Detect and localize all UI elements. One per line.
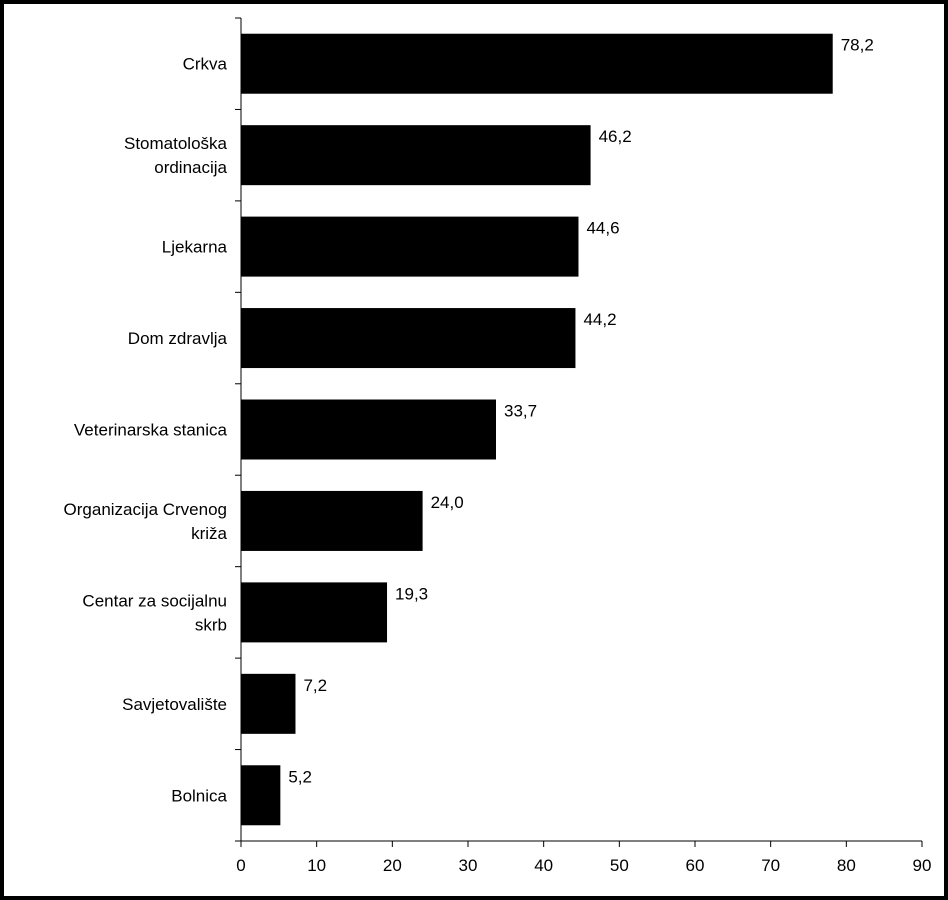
x-tick-label: 70 xyxy=(761,856,780,875)
category-label-line: Dom zdravlja xyxy=(128,329,228,348)
x-tick-label: 90 xyxy=(913,856,932,875)
category-label-line: Centar za socijalnu xyxy=(82,591,227,610)
category-label-line: skrb xyxy=(195,615,227,634)
x-tick-label: 10 xyxy=(307,856,326,875)
category-label: Ljekarna xyxy=(162,238,228,257)
data-label: 24,0 xyxy=(431,493,464,512)
x-tick-label: 50 xyxy=(610,856,629,875)
category-label-line: križa xyxy=(191,524,227,543)
category-label: Stomatološka ordinacija xyxy=(124,134,228,177)
labels: 0 10 20 30 40 50 60 70 80 90 78,2 Crkva 46,2 Stomatol… xyxy=(64,36,932,875)
bar xyxy=(241,582,388,643)
category-label-line: Stomatološka xyxy=(124,134,228,153)
data-label: 5,2 xyxy=(288,767,312,786)
category-label: Veterinarska stanica xyxy=(74,421,228,440)
data-label: 44,6 xyxy=(586,219,619,238)
bar xyxy=(241,308,576,369)
data-label: 19,3 xyxy=(395,584,428,603)
bar xyxy=(241,673,296,734)
category-label-line: Veterinarska stanica xyxy=(74,421,228,440)
data-label: 33,7 xyxy=(504,402,537,421)
data-label: 44,2 xyxy=(583,310,616,329)
category-label: Dom zdravlja xyxy=(128,329,228,348)
category-label: Centar za socijalnu skrb xyxy=(82,591,227,634)
category-label-line: Ljekarna xyxy=(162,238,228,257)
category-label: Crkva xyxy=(183,55,228,74)
data-label: 78,2 xyxy=(841,36,874,55)
bar xyxy=(241,216,579,277)
category-label-line: Savjetovalište xyxy=(122,695,227,714)
data-label: 46,2 xyxy=(599,127,632,146)
bar xyxy=(241,125,591,186)
bars xyxy=(241,33,833,826)
x-tick-label: 80 xyxy=(837,856,856,875)
category-label-line: Organizacija Crvenog xyxy=(64,500,227,519)
category-label: Organizacija Crvenog križa xyxy=(64,500,228,543)
category-label-line: Bolnica xyxy=(171,786,227,805)
category-label: Savjetovalište xyxy=(122,695,227,714)
bar xyxy=(241,399,496,460)
x-tick-label: 30 xyxy=(459,856,478,875)
bar xyxy=(241,765,281,826)
category-label-line: Crkva xyxy=(183,55,228,74)
category-label-line: ordinacija xyxy=(154,158,227,177)
data-label: 7,2 xyxy=(303,676,327,695)
bar xyxy=(241,490,423,551)
x-tick-label: 40 xyxy=(534,856,553,875)
x-tick-label: 20 xyxy=(383,856,402,875)
x-tick-label: 0 xyxy=(236,856,245,875)
bar xyxy=(241,33,833,94)
category-label: Bolnica xyxy=(171,786,227,805)
x-tick-label: 60 xyxy=(686,856,705,875)
